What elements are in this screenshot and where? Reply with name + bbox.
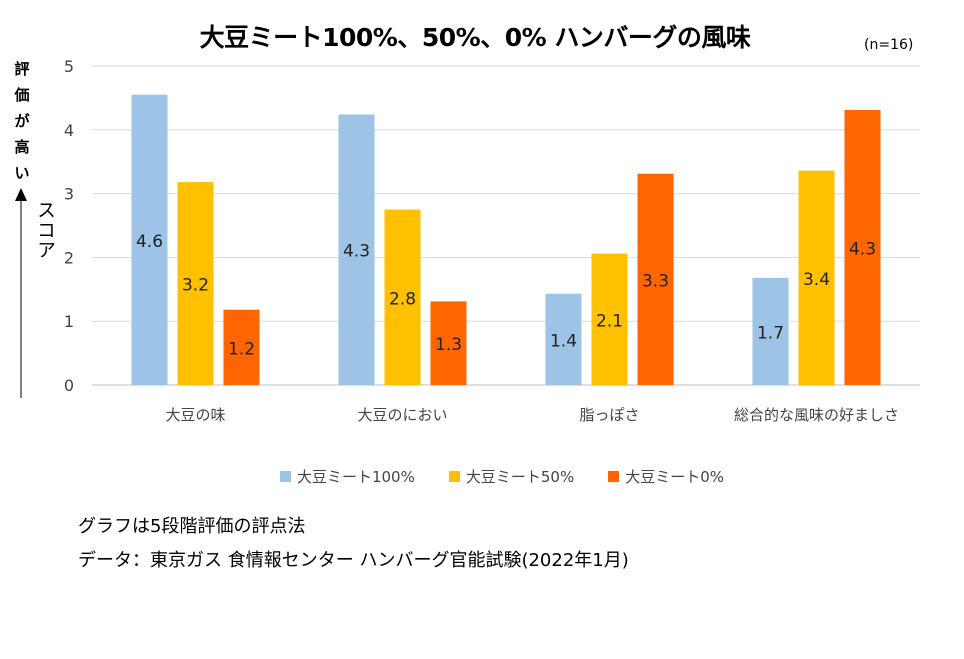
y-side-label: 評 価 が 高 い: [13, 56, 31, 186]
bar: [430, 301, 467, 385]
x-tick-label: 大豆の味: [165, 406, 225, 424]
bar: [131, 94, 168, 386]
data-label: 4.3: [343, 242, 370, 262]
y-side-char: 評: [14, 60, 30, 78]
data-label: 4.6: [136, 232, 163, 252]
sample-size-label: (n=16): [864, 37, 914, 53]
bar-chart: 0 1 2 3 4 5 4.6 3.2 1.2 大豆の味 4.3 2.8 1.3 大豆のにおい 1.4 2.1…: [64, 57, 920, 424]
bar: [177, 182, 214, 385]
bar: [384, 209, 421, 385]
y-tick-label: 1: [64, 312, 74, 331]
bar: [591, 253, 628, 385]
y-tick-label: 4: [64, 121, 74, 140]
legend-item: 大豆ミート0%: [608, 466, 724, 487]
legend-swatch: [448, 471, 460, 482]
data-label: 3.4: [803, 270, 830, 290]
y-tick-label: 2: [64, 248, 74, 267]
x-tick-label: 脂っぽさ: [579, 406, 639, 424]
data-label: 1.4: [550, 331, 577, 351]
y-side-char: が: [14, 112, 30, 130]
data-label: 1.7: [757, 323, 784, 343]
data-label: 2.1: [596, 311, 623, 331]
y-side-char: 高: [14, 138, 30, 156]
legend-label: 大豆ミート100%: [296, 468, 415, 486]
legend-swatch: [608, 471, 620, 482]
bar: [338, 114, 375, 385]
bar: [223, 309, 260, 385]
y-tick-label: 5: [64, 57, 74, 76]
data-label: 1.3: [435, 335, 462, 355]
bar: [752, 277, 789, 385]
up-arrow-icon: [15, 188, 27, 398]
bar: [798, 170, 835, 385]
bar: [545, 293, 582, 385]
legend-label: 大豆ミート0%: [625, 468, 725, 486]
chart-title: 大豆ミート100%、50%、0% ハンバーグの風味: [199, 23, 751, 52]
y-side-char: い: [14, 164, 30, 182]
data-label: 3.3: [642, 271, 669, 291]
legend: 大豆ミート100% 大豆ミート50% 大豆ミート0%: [0, 466, 964, 487]
source-note: データ：東京ガス 食情報センター ハンバーグ官能試験(2022年1月): [78, 550, 629, 571]
y-axis-label: スコア: [34, 200, 56, 260]
legend-label: 大豆ミート50%: [465, 468, 575, 486]
bar: [637, 173, 674, 385]
method-note: グラフは5段階評価の評点法: [78, 516, 306, 537]
data-label: 3.2: [182, 276, 209, 296]
legend-swatch: [279, 471, 291, 482]
data-label: 1.2: [228, 339, 255, 359]
x-tick-label: 総合的な風味の好ましさ: [734, 406, 899, 424]
x-tick-label: 大豆のにおい: [357, 406, 447, 424]
data-label: 4.3: [849, 240, 876, 260]
legend-item: 大豆ミート50%: [448, 466, 575, 487]
y-side-char: 価: [14, 86, 30, 104]
y-tick-label: 3: [64, 185, 74, 204]
legend-item: 大豆ミート100%: [279, 466, 415, 487]
y-tick-label: 0: [64, 376, 74, 395]
bar: [844, 110, 881, 385]
data-label: 2.8: [389, 289, 416, 309]
